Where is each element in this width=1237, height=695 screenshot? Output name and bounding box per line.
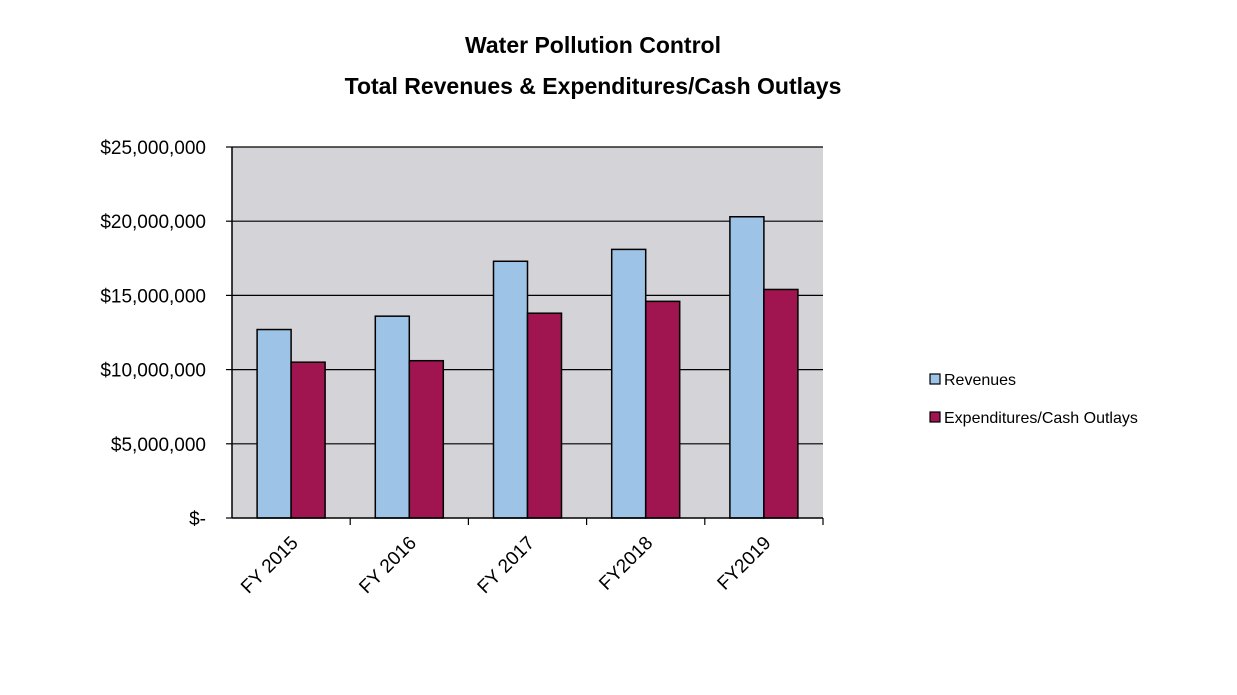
y-tick-label: $10,000,000: [100, 361, 206, 382]
chart-title: Water Pollution Control Total Revenues &…: [345, 32, 842, 99]
y-tick-label: $20,000,000: [100, 212, 206, 233]
bar-revenues: [610, 248, 647, 519]
x-tick-label: FY 2016: [355, 533, 420, 598]
x-tick-label: FY 2015: [237, 533, 302, 598]
bar-expenditures: [408, 359, 445, 519]
legend-swatch: [929, 411, 941, 423]
bar-revenues: [256, 328, 292, 519]
legend-label: Revenues: [944, 372, 1016, 389]
y-tick-label: $25,000,000: [100, 138, 206, 159]
bar-expenditures: [526, 312, 563, 519]
y-tick-label: $5,000,000: [111, 435, 206, 456]
legend: Revenues Expenditures/Cash Outlays: [929, 372, 1138, 427]
bar-revenues: [492, 260, 529, 519]
x-tick-label: FY 2017: [474, 533, 539, 598]
bar-expenditures: [763, 288, 799, 519]
y-tick-label: $15,000,000: [100, 286, 206, 307]
y-tick-label: $-: [189, 509, 206, 530]
axes: [231, 147, 823, 519]
bar-expenditures: [290, 361, 326, 519]
legend-label: Expenditures/Cash Outlays: [944, 410, 1138, 427]
bar-revenues: [729, 215, 765, 519]
x-tick-label: FY2018: [595, 533, 657, 595]
chart-title-line-1: Water Pollution Control: [465, 32, 721, 58]
bar-expenditures: [644, 300, 681, 519]
x-axis-ticks: FY 2015 FY 2016 FY 2017 FY2018 FY2019: [237, 518, 824, 598]
chart-title-line-2: Total Revenues & Expenditures/Cash Outla…: [345, 73, 842, 99]
bar-revenues: [374, 315, 411, 519]
legend-swatch: [929, 373, 941, 385]
bars: [256, 215, 799, 519]
x-tick-label: FY2019: [714, 533, 776, 595]
y-axis-ticks: $- $5,000,000 $10,000,000 $15,000,000 $20,00…: [100, 138, 232, 530]
